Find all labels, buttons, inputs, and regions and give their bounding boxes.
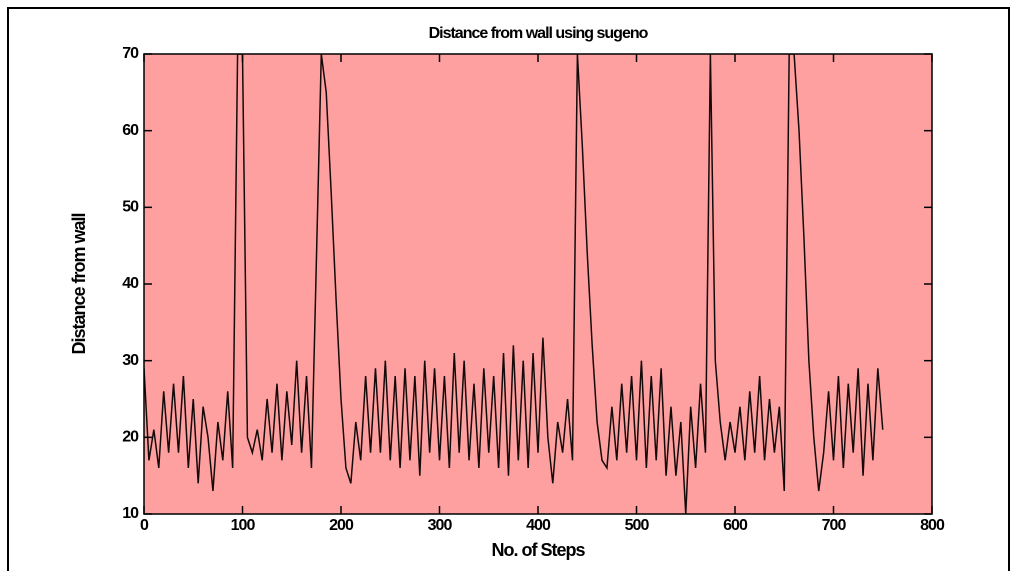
y-tick-label: 30 bbox=[122, 352, 139, 369]
x-tick-label: 200 bbox=[329, 517, 354, 534]
x-tick-label: 0 bbox=[140, 517, 149, 534]
x-tick-label: 400 bbox=[526, 517, 551, 534]
y-tick-label: 10 bbox=[122, 505, 139, 522]
y-tick-label: 50 bbox=[122, 199, 139, 216]
y-axis-label: Distance from wall bbox=[69, 213, 89, 354]
x-tick-label: 800 bbox=[920, 517, 945, 534]
data-line bbox=[144, 54, 884, 514]
chart-title: Distance from wall using sugeno bbox=[429, 25, 649, 42]
y-tick-label: 70 bbox=[122, 45, 139, 62]
x-tick-label: 600 bbox=[723, 517, 748, 534]
x-tick-label: 500 bbox=[625, 517, 650, 534]
x-tick-label: 700 bbox=[822, 517, 847, 534]
x-tick-label: 300 bbox=[428, 517, 453, 534]
x-tick-label: 100 bbox=[231, 517, 256, 534]
y-tick-label: 20 bbox=[122, 429, 139, 446]
figure-frame bbox=[7, 7, 1010, 576]
y-tick-label: 60 bbox=[122, 122, 139, 139]
x-axis-label: No. of Steps bbox=[491, 540, 585, 560]
y-tick-label: 40 bbox=[122, 275, 139, 292]
